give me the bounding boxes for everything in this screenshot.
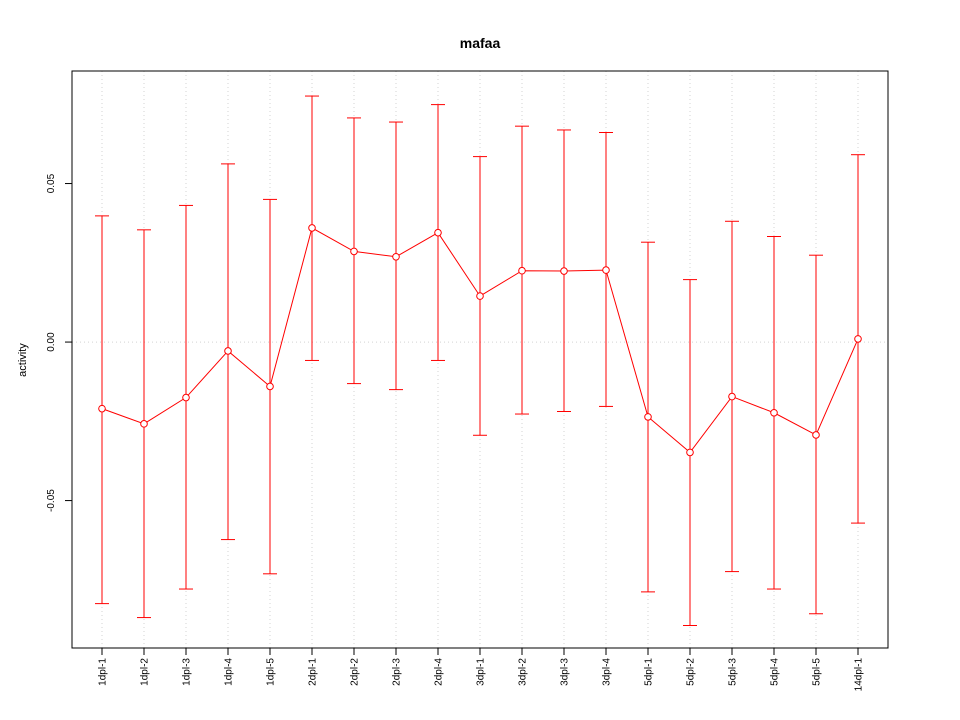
y-axis-label: activity — [17, 343, 29, 377]
x-tick-label: 3dpl-4 — [602, 658, 613, 686]
data-point — [770, 408, 778, 417]
data-point — [392, 252, 400, 261]
data-point — [308, 224, 316, 232]
x-tick-label: 5dpl-5 — [812, 658, 823, 686]
y-tick-label: 0.05 — [46, 173, 57, 193]
x-tick-label: 2dpl-3 — [392, 658, 403, 686]
data-point — [518, 266, 526, 275]
x-tick-label: 1dpl-2 — [140, 658, 151, 686]
plot-frame — [71, 70, 889, 649]
x-tick-label: 1dpl-4 — [224, 658, 235, 686]
data-point — [644, 413, 652, 421]
data-point — [350, 247, 358, 256]
x-tick-label: 1dpl-5 — [266, 658, 277, 686]
data-layer — [95, 95, 865, 626]
data-point — [266, 382, 274, 391]
x-axis: 1dpl-1 1dpl-2 1dpl-3 1dpl-4 1dpl-5 2dpl-1 2dpl… — [98, 648, 865, 691]
x-tick-label: 2dpl-4 — [434, 658, 445, 686]
data-point — [98, 404, 106, 413]
data-point — [434, 228, 442, 237]
data-point — [854, 335, 862, 343]
x-tick-label: 3dpl-3 — [560, 658, 571, 686]
y-tick-label: -0.05 — [46, 489, 57, 512]
data-point — [476, 292, 484, 300]
data-point — [224, 347, 232, 355]
x-tick-label: 1dpl-3 — [182, 658, 193, 686]
x-tick-label: 5dpl-3 — [728, 658, 739, 686]
x-tick-label: 3dpl-1 — [476, 658, 487, 686]
x-tick-label: 5dpl-2 — [686, 658, 697, 686]
x-tick-label: 3dpl-2 — [518, 658, 529, 686]
x-tick-label: 2dpl-1 — [308, 658, 319, 686]
x-tick-label: 1dpl-1 — [98, 658, 109, 686]
data-point — [560, 267, 568, 275]
y-axis: -0.05 0.00 0.05 — [46, 173, 72, 512]
x-tick-label: 14dpl-1 — [854, 658, 865, 692]
data-point — [140, 420, 148, 428]
chart-title: mafaa — [460, 35, 501, 51]
x-tick-label: 5dpl-1 — [644, 658, 655, 686]
data-point — [812, 431, 820, 439]
data-point — [686, 448, 694, 457]
data-point — [602, 266, 610, 274]
data-point — [728, 392, 736, 401]
x-tick-label: 2dpl-2 — [350, 658, 361, 686]
data-point — [182, 393, 190, 402]
y-tick-label: 0.00 — [46, 332, 57, 352]
x-tick-label: 5dpl-4 — [770, 658, 781, 686]
